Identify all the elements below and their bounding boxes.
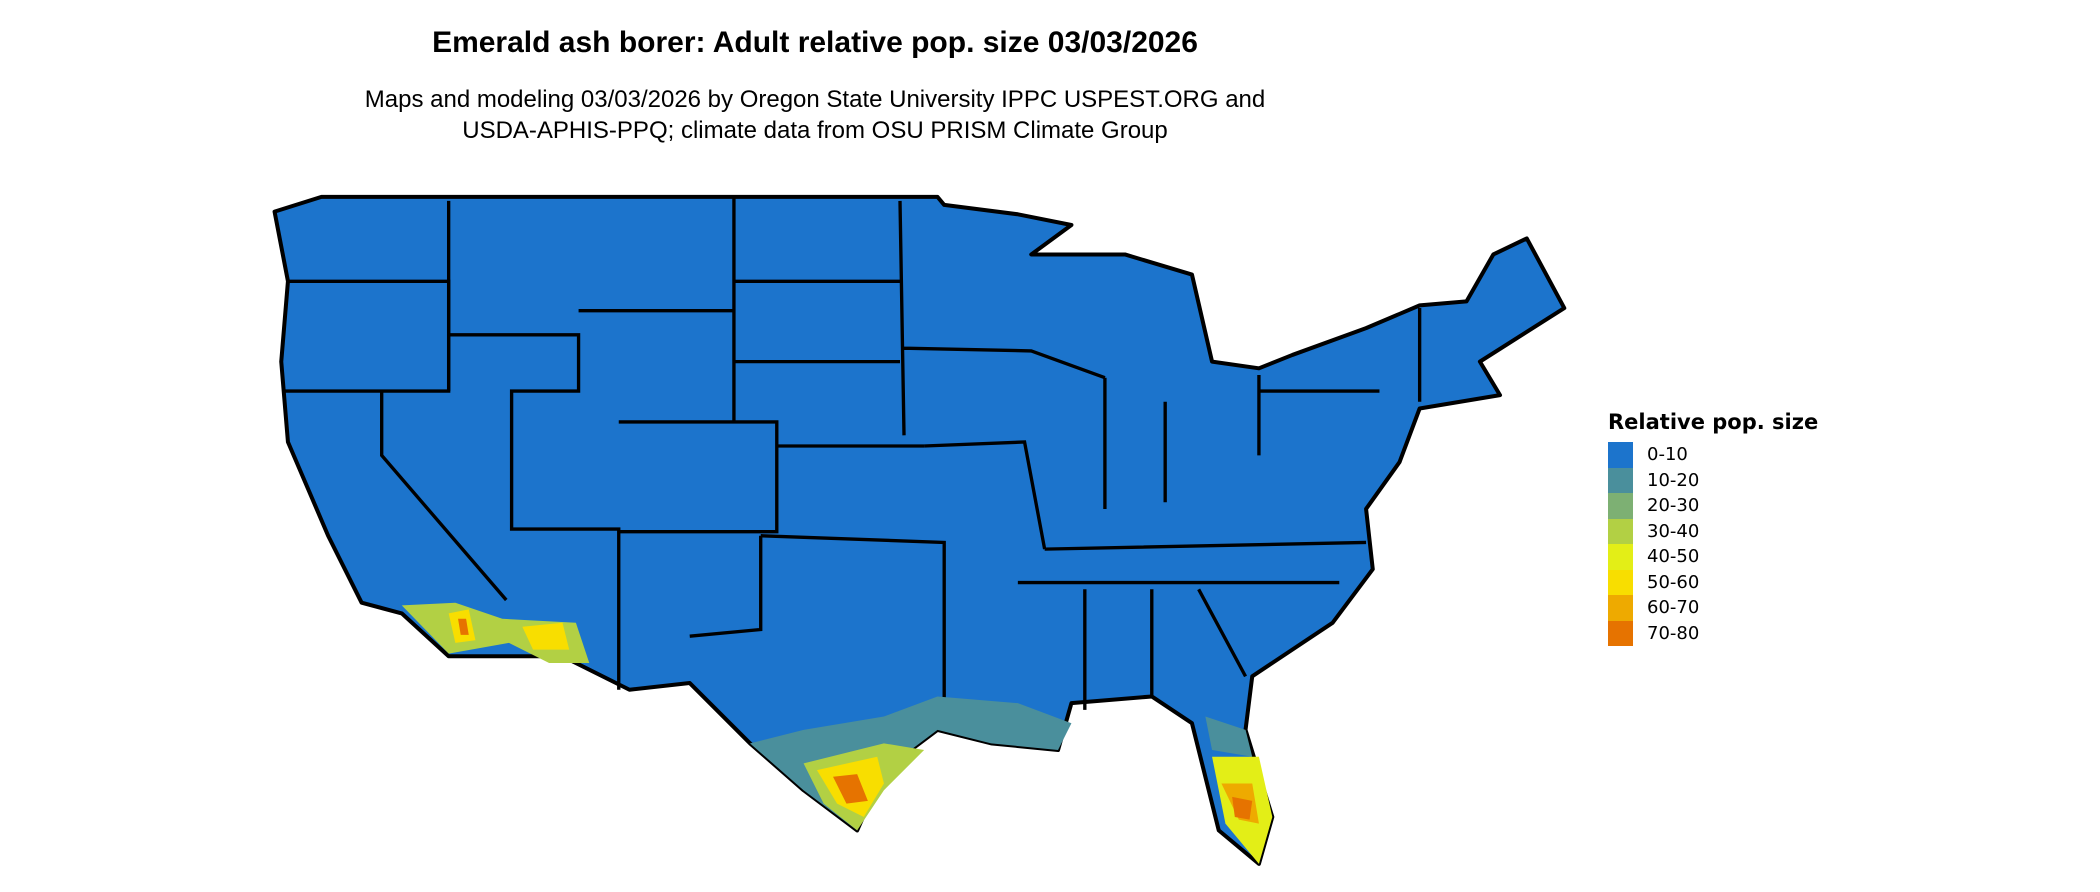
legend-swatch xyxy=(1608,442,1633,468)
conus-base xyxy=(272,194,1567,866)
map-title: Emerald ash borer: Adult relative pop. s… xyxy=(432,26,1198,59)
map-subtitle-line-2: USDA-APHIS-PPQ; climate data from OSU PR… xyxy=(462,117,1168,144)
legend-item: 10-20 xyxy=(1608,467,1818,493)
legend-label: 60-70 xyxy=(1647,597,1700,619)
legend-label: 20-30 xyxy=(1647,495,1700,517)
legend-label: 0-10 xyxy=(1647,444,1688,466)
legend-item: 0-10 xyxy=(1608,442,1818,468)
legend-label: 40-50 xyxy=(1647,546,1700,568)
legend-swatch xyxy=(1608,569,1633,595)
legend-label: 10-20 xyxy=(1647,469,1700,491)
legend-label: 30-40 xyxy=(1647,520,1700,542)
map-subtitle-line-1: Maps and modeling 03/03/2026 by Oregon S… xyxy=(364,86,1266,113)
legend-swatch xyxy=(1608,544,1633,570)
legend-swatch xyxy=(1608,595,1633,621)
legend-swatch xyxy=(1608,467,1633,493)
legend-item: 20-30 xyxy=(1608,493,1818,519)
legend-item: 70-80 xyxy=(1608,620,1818,646)
legend-item: 50-60 xyxy=(1608,569,1818,595)
legend-swatch xyxy=(1608,493,1633,519)
legend-item: 30-40 xyxy=(1608,518,1818,544)
legend-swatch xyxy=(1608,620,1633,646)
legend-title: Relative pop. size xyxy=(1608,410,1819,434)
legend-item: 60-70 xyxy=(1608,595,1818,621)
state-borders xyxy=(285,196,1422,730)
legend-item: 40-50 xyxy=(1608,544,1818,570)
legend-label: 70-80 xyxy=(1647,622,1700,644)
legend-label: 50-60 xyxy=(1647,571,1700,593)
legend-swatch xyxy=(1608,518,1633,544)
legend: Relative pop. size 0-10 10-20 20-30 30-40 40… xyxy=(1608,410,1818,646)
pop-size-hotspots xyxy=(401,602,1273,864)
